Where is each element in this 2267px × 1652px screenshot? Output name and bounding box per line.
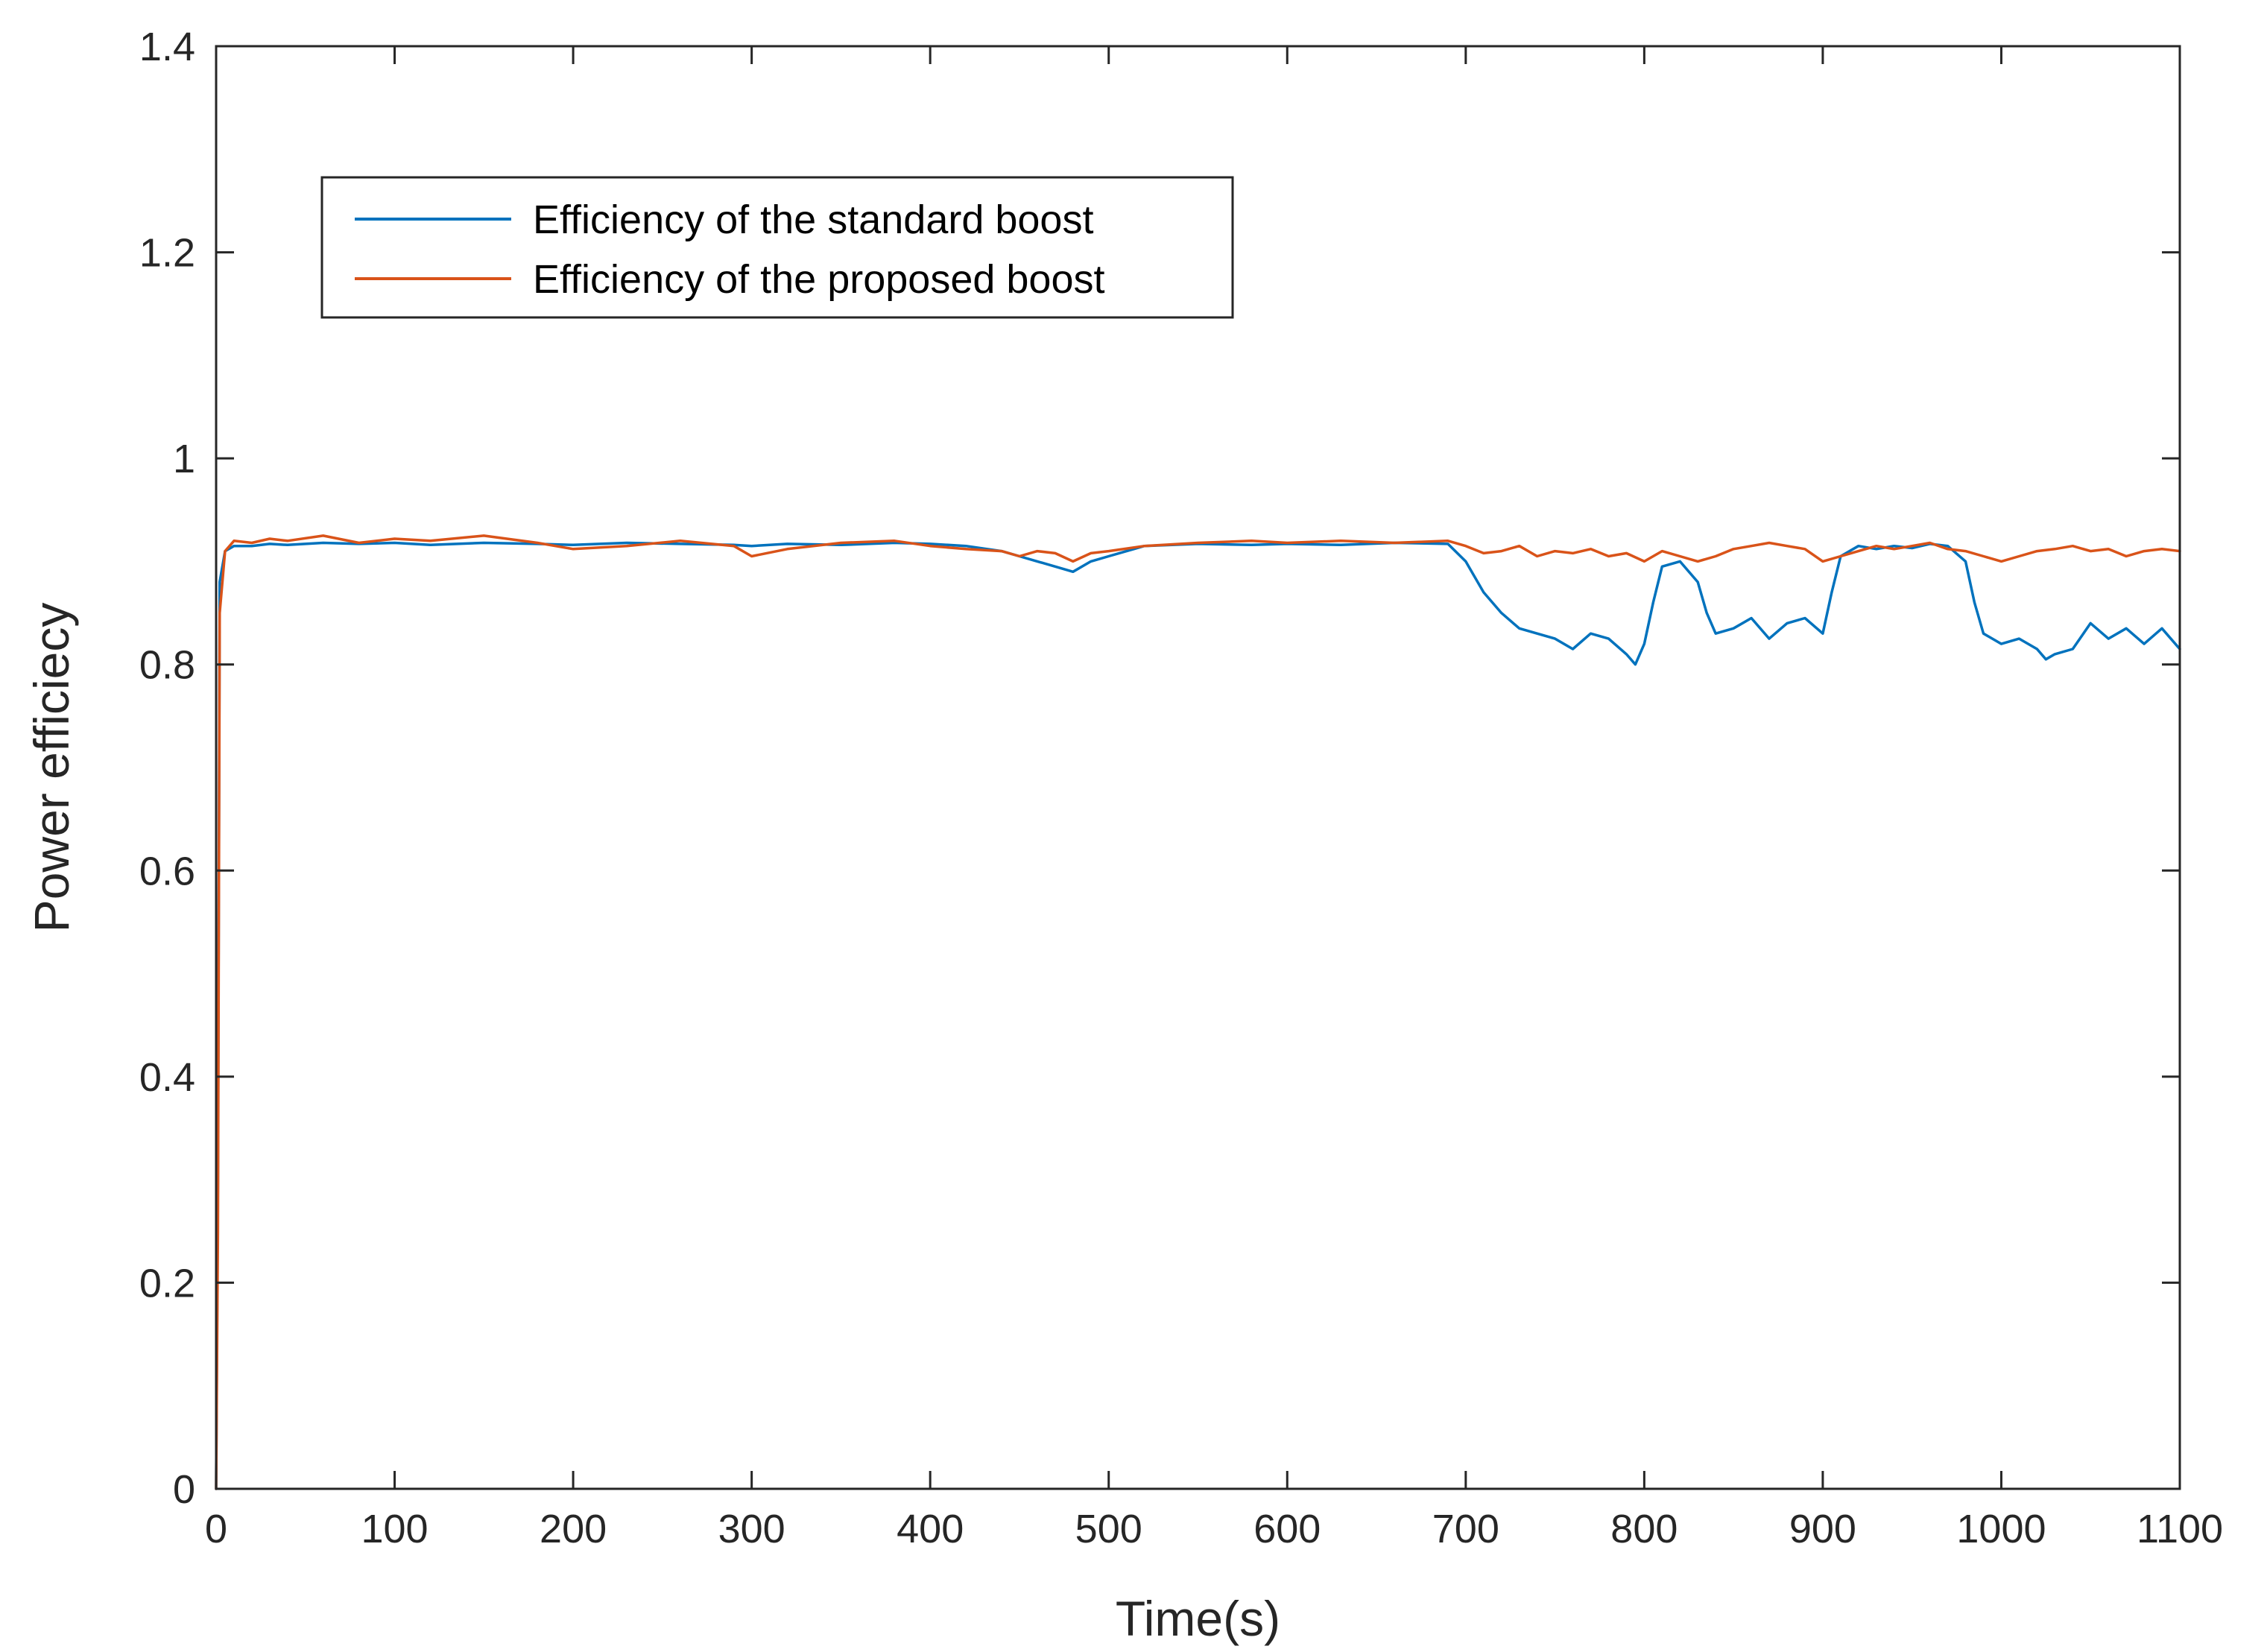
y-tick-label: 0: [173, 1467, 195, 1512]
x-tick-label: 0: [205, 1507, 227, 1551]
y-tick-label: 1.4: [139, 25, 195, 69]
series-line-2: [215, 534, 2181, 1490]
series-layer: [215, 534, 2181, 1490]
x-tick-label: 400: [897, 1507, 964, 1551]
x-tick-label: 800: [1610, 1507, 1678, 1551]
plot-frame: [215, 45, 2181, 1490]
y-tick-label: 0.8: [139, 643, 195, 688]
x-tick-label: 100: [361, 1507, 428, 1551]
x-tick-label: 1100: [2137, 1507, 2223, 1551]
x-axis-label: Time(s): [1116, 1591, 1280, 1646]
legend-box: [320, 176, 1234, 319]
y-tick-label: 0.6: [139, 849, 195, 893]
axes-layer: 0 100 200 300 400 500 600 700 800 900 1000 1100 0 0.2…: [139, 25, 2223, 1551]
x-tick-label: 500: [1075, 1507, 1142, 1551]
y-axis-label: Power efficiecy: [24, 603, 79, 933]
y-tick-label: 0.4: [139, 1055, 195, 1100]
legend-label-2: Efficiency of the proposed boost: [533, 257, 1105, 302]
x-tick-label: 700: [1432, 1507, 1499, 1551]
y-tick-label: 1.2: [139, 231, 195, 276]
x-tick-label: 900: [1789, 1507, 1856, 1551]
legend: Efficiency of the standard boost Efficien…: [320, 176, 1234, 319]
x-tick-label: 300: [718, 1507, 785, 1551]
series-line-1: [215, 541, 2181, 1490]
x-tick-label: 200: [540, 1507, 607, 1551]
y-tick-label: 0.2: [139, 1261, 195, 1306]
x-tick-label: 1000: [1956, 1507, 2046, 1551]
y-tick-label: 1: [173, 437, 195, 481]
x-tick-label: 600: [1253, 1507, 1321, 1551]
legend-label-1: Efficiency of the standard boost: [533, 197, 1093, 242]
